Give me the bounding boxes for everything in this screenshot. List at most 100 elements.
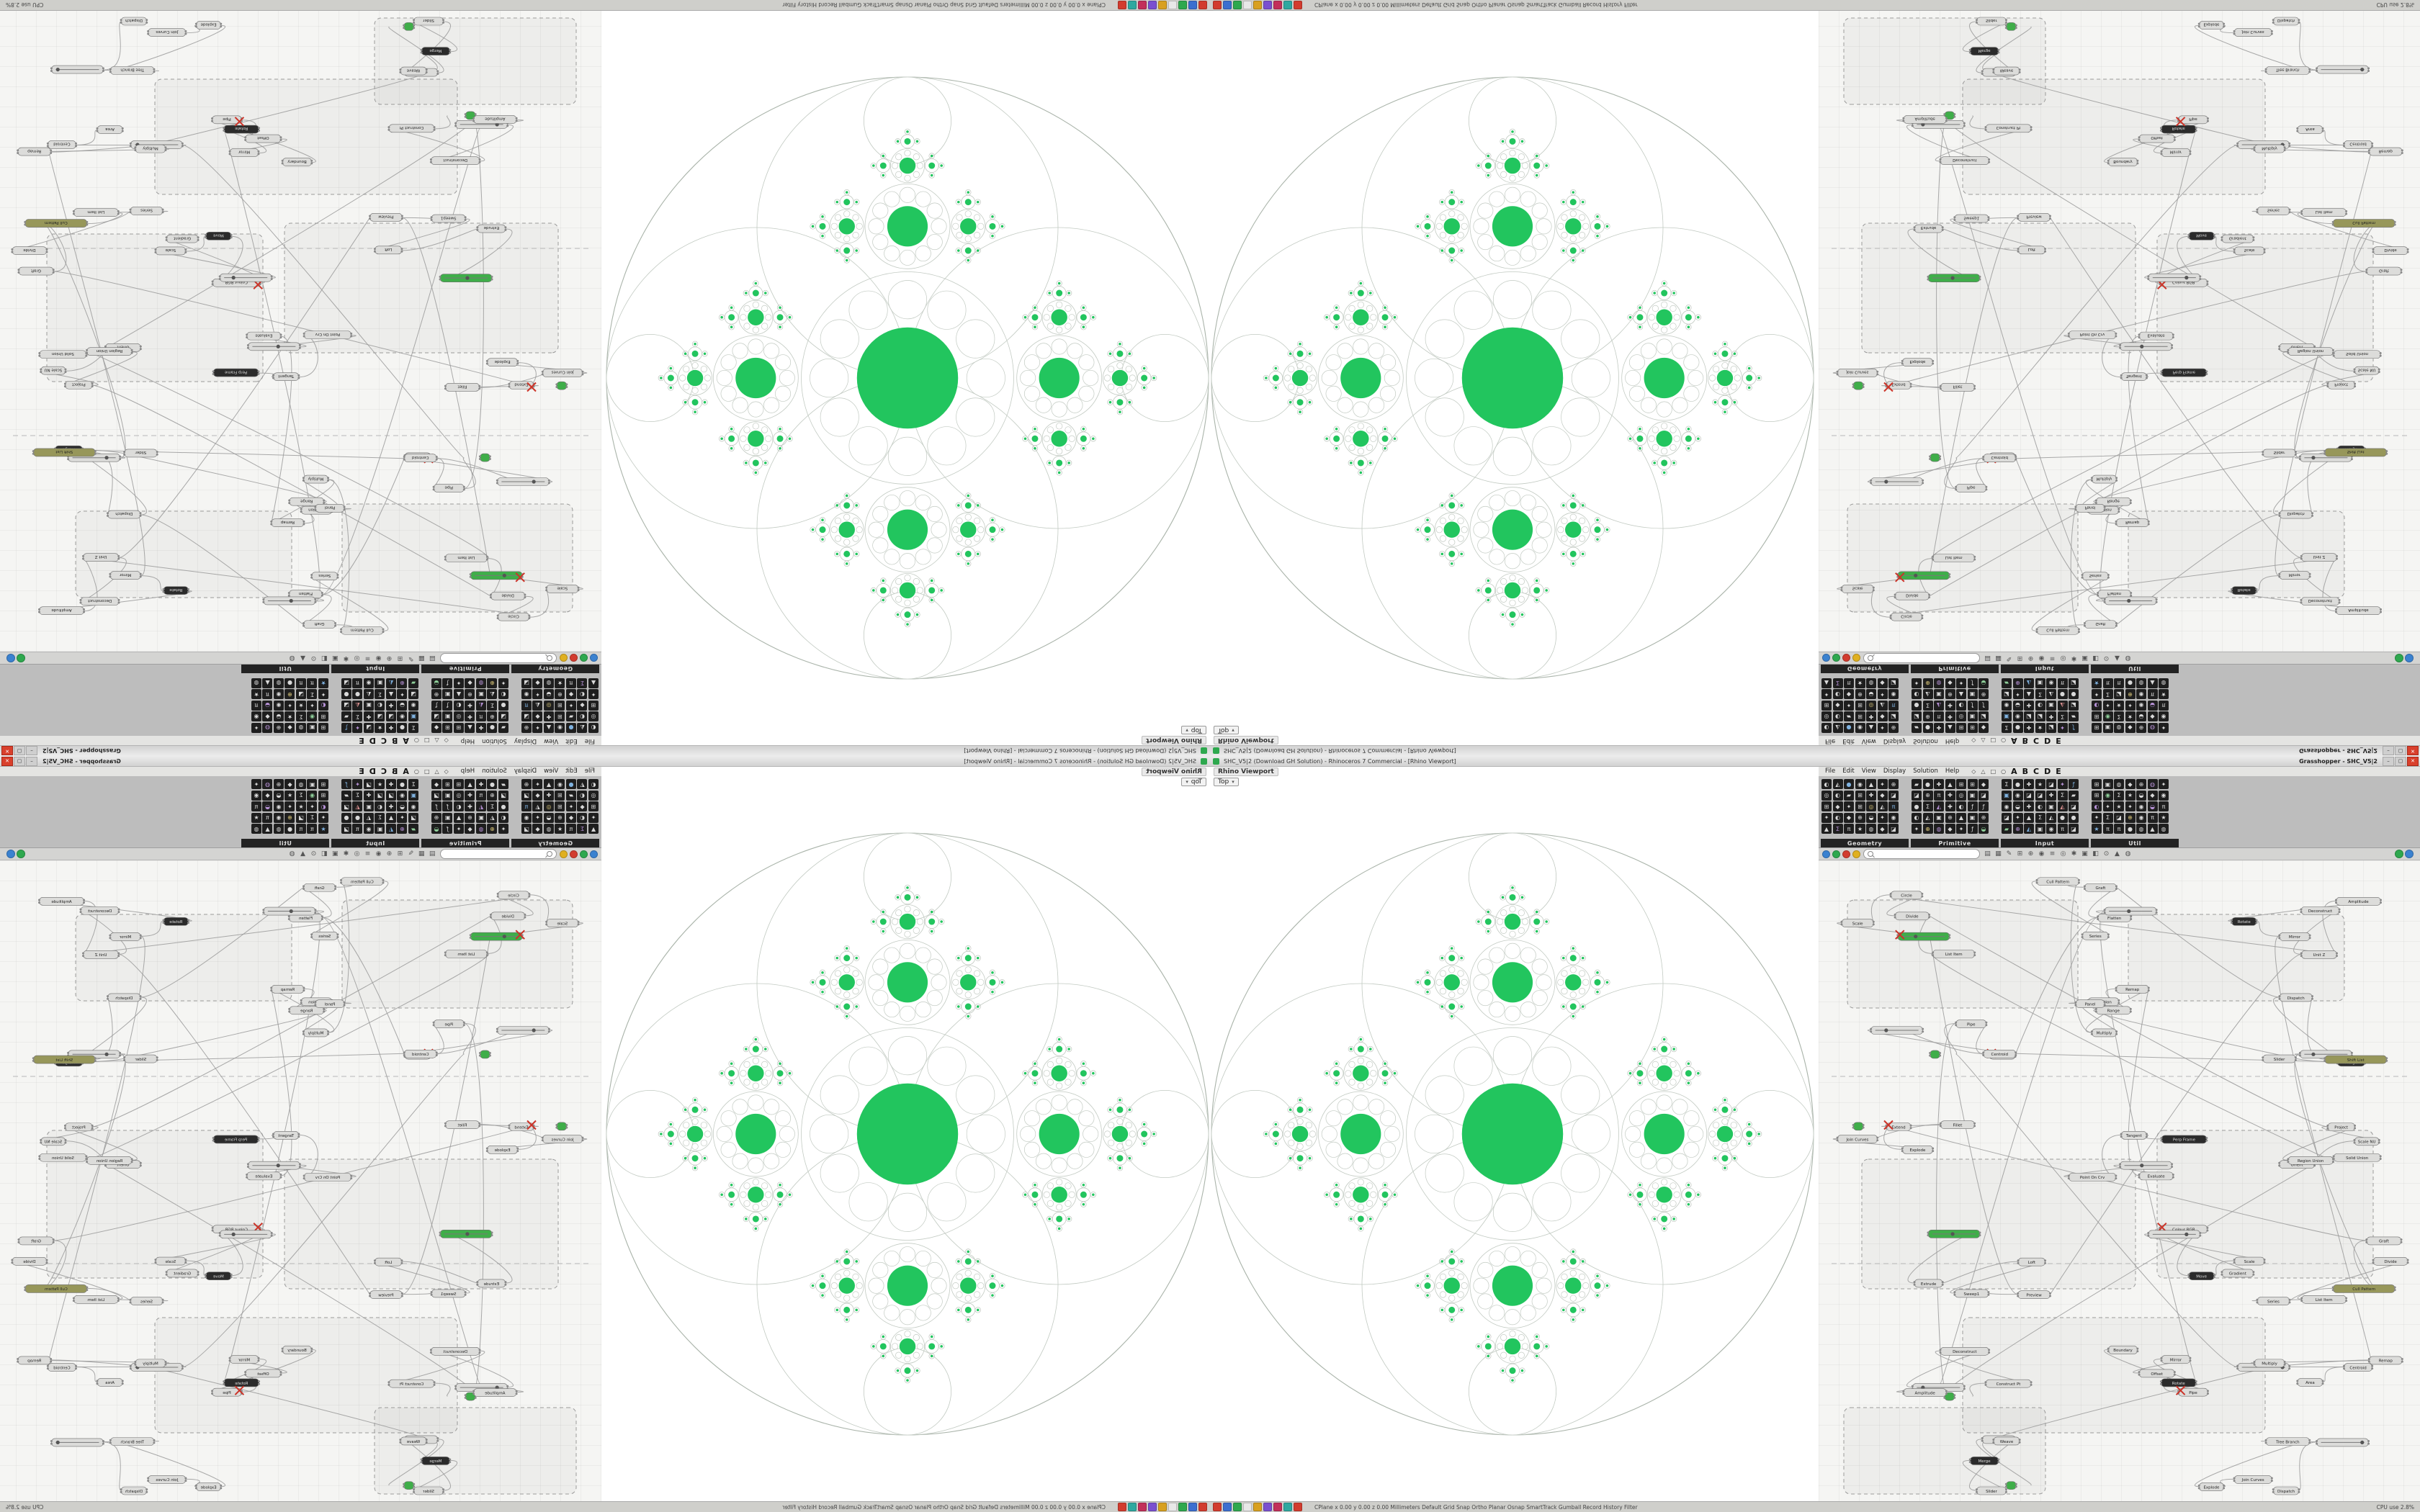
output-port[interactable] [2129,502,2132,505]
gh-node[interactable] [555,1122,568,1131]
input-port[interactable] [1927,278,1930,281]
input-port[interactable] [2253,1363,2256,1366]
gh-node[interactable]: Pipe [432,1020,465,1028]
input-port[interactable] [121,127,124,130]
input-port[interactable] [1984,1381,1987,1384]
input-port[interactable] [45,251,48,253]
output-port[interactable] [1909,385,1912,388]
component-icon[interactable]: ● [1922,723,1933,733]
input-port[interactable] [2233,30,2236,32]
output-port[interactable] [24,223,27,226]
input-port[interactable] [425,68,428,71]
component-icon[interactable]: ◉ [2012,790,2023,801]
toolbar-button[interactable]: ▦ [418,654,425,662]
output-port[interactable] [2206,1229,2209,1232]
output-port[interactable] [2015,1482,2017,1485]
input-port[interactable] [462,488,465,491]
input-port[interactable] [1982,455,1985,458]
output-port[interactable] [373,250,376,253]
input-port[interactable] [2323,452,2326,455]
output-port[interactable] [464,113,467,116]
component-icon[interactable]: ◪ [1888,824,1899,834]
node-body[interactable] [403,454,437,463]
input-port[interactable] [145,1490,148,1493]
search-input[interactable] [444,850,544,858]
node-body[interactable] [2300,597,2340,606]
component-icon[interactable]: ƒ [1967,678,1978,688]
category-tab-a[interactable]: A [403,736,409,746]
viewport-tab-top[interactable]: Top ▾ [1181,778,1206,786]
input-port[interactable] [1836,370,1839,373]
node-body[interactable] [303,620,336,629]
input-port[interactable] [279,1176,282,1179]
output-port[interactable] [2205,370,2208,373]
input-port[interactable] [2296,127,2299,130]
component-icon[interactable]: ⊕ [1945,689,1955,700]
node-body[interactable] [39,897,84,906]
output-port[interactable] [369,217,372,220]
input-port[interactable] [2278,575,2281,578]
input-port[interactable] [161,1301,164,1304]
output-port[interactable] [40,368,42,371]
output-port[interactable] [2283,146,2286,149]
input-port[interactable] [257,1356,260,1359]
output-port[interactable] [2345,210,2348,212]
output-port[interactable] [340,878,343,881]
input-port[interactable] [485,555,488,558]
node-body[interactable] [369,213,403,222]
gh-node[interactable]: Evaluate [2138,1171,2174,1181]
output-port[interactable] [300,1002,302,1004]
gh-node[interactable]: Project [63,1122,94,1132]
component-icon[interactable]: ◉ [1888,689,1899,700]
input-port[interactable] [220,25,223,28]
component-icon[interactable]: ✦ [454,824,464,834]
output-port[interactable] [2367,1440,2370,1443]
input-port[interactable] [2160,1356,2163,1359]
output-port[interactable] [46,145,49,148]
node-body[interactable] [2115,985,2149,994]
node-body[interactable] [1955,1020,1987,1028]
node-body[interactable] [2107,1346,2138,1354]
component-icon[interactable]: ◪ [2069,801,2079,811]
input-port[interactable] [181,1367,184,1370]
component-icon[interactable]: ◍ [2159,824,2169,834]
component-icon[interactable]: ◪ [375,711,385,722]
input-port[interactable] [50,1358,53,1361]
input-port[interactable] [2074,1001,2077,1004]
component-icon[interactable]: ◐ [2035,801,2045,811]
component-icon[interactable]: ▰ [341,790,351,801]
input-port[interactable] [2332,1155,2335,1158]
output-port[interactable] [2401,1360,2403,1363]
output-port[interactable] [165,1273,168,1276]
input-port[interactable] [2272,21,2275,24]
output-port[interactable] [1862,383,1865,386]
gh-node[interactable] [262,596,317,606]
component-icon[interactable]: ◐ [577,790,588,801]
output-port[interactable] [399,1441,402,1444]
taskbar-app-icon[interactable] [1294,1,1302,9]
input-port[interactable] [1894,593,1896,596]
toolbar-button[interactable]: ▦ [1995,850,2002,858]
input-port[interactable] [139,997,142,1000]
input-port[interactable] [230,233,233,236]
gh-node[interactable]: Amplitude [1902,115,1948,124]
input-port[interactable] [279,333,282,336]
component-icon[interactable]: ★ [375,723,385,733]
component-icon[interactable]: ✚ [2046,711,2056,722]
input-port[interactable] [2323,450,2326,453]
output-port[interactable] [2350,1051,2353,1054]
display-mode-icon[interactable] [1852,850,1860,858]
input-port[interactable] [2119,346,2122,349]
gh-node[interactable]: Unit Z [2300,553,2339,562]
palette-group-label-geometry[interactable]: Geometry [1821,839,1909,847]
input-port[interactable] [139,995,142,998]
node-body[interactable] [2233,246,2265,256]
node-body[interactable] [431,1289,466,1298]
node-body[interactable] [2272,17,2300,26]
output-port[interactable] [2136,1347,2139,1350]
output-port[interactable] [1973,951,1976,954]
input-port[interactable] [462,1024,465,1027]
component-icon[interactable]: Σ [2057,790,2068,801]
output-port[interactable] [2288,1301,2291,1304]
input-port[interactable] [464,216,467,219]
